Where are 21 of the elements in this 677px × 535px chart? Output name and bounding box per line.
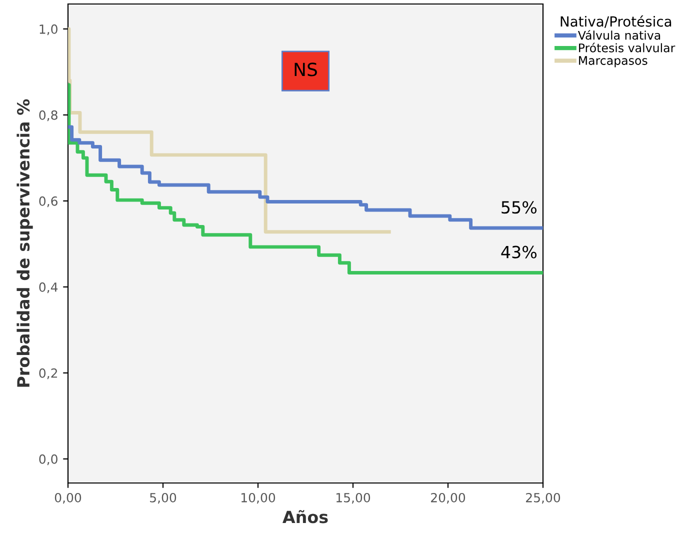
- x-tick-label: 0,00: [54, 492, 82, 504]
- annotation: 43%: [501, 246, 537, 258]
- legend-label: Válvula nativa: [578, 30, 660, 40]
- y-tick-label: 0,6: [39, 196, 58, 208]
- x-tick-label: 20,00: [431, 492, 466, 504]
- legend-label: Prótesis valvular: [579, 42, 676, 52]
- legend-label: Marcapasos: [579, 56, 648, 68]
- y-tick-label: 0,2: [39, 368, 58, 380]
- x-tick-label: 25,00: [526, 492, 560, 504]
- y-tick-label: 1,0: [40, 24, 58, 36]
- x-tick-label: 15,00: [336, 492, 370, 504]
- x-tick-label: 5,00: [150, 492, 176, 504]
- y-axis-title: Probalidad de supervivencia %: [16, 99, 33, 387]
- annotation: NS: [294, 62, 317, 76]
- y-tick-label: 0,4: [39, 282, 58, 294]
- x-axis-title: Años: [282, 510, 328, 524]
- x-tick-label: 10,00: [241, 492, 276, 504]
- y-tick-label: 0,0: [39, 454, 58, 466]
- annotation: 55%: [502, 201, 537, 214]
- legend-title: Nativa/Protésica: [560, 15, 672, 28]
- y-tick-label: 0,8: [39, 110, 58, 122]
